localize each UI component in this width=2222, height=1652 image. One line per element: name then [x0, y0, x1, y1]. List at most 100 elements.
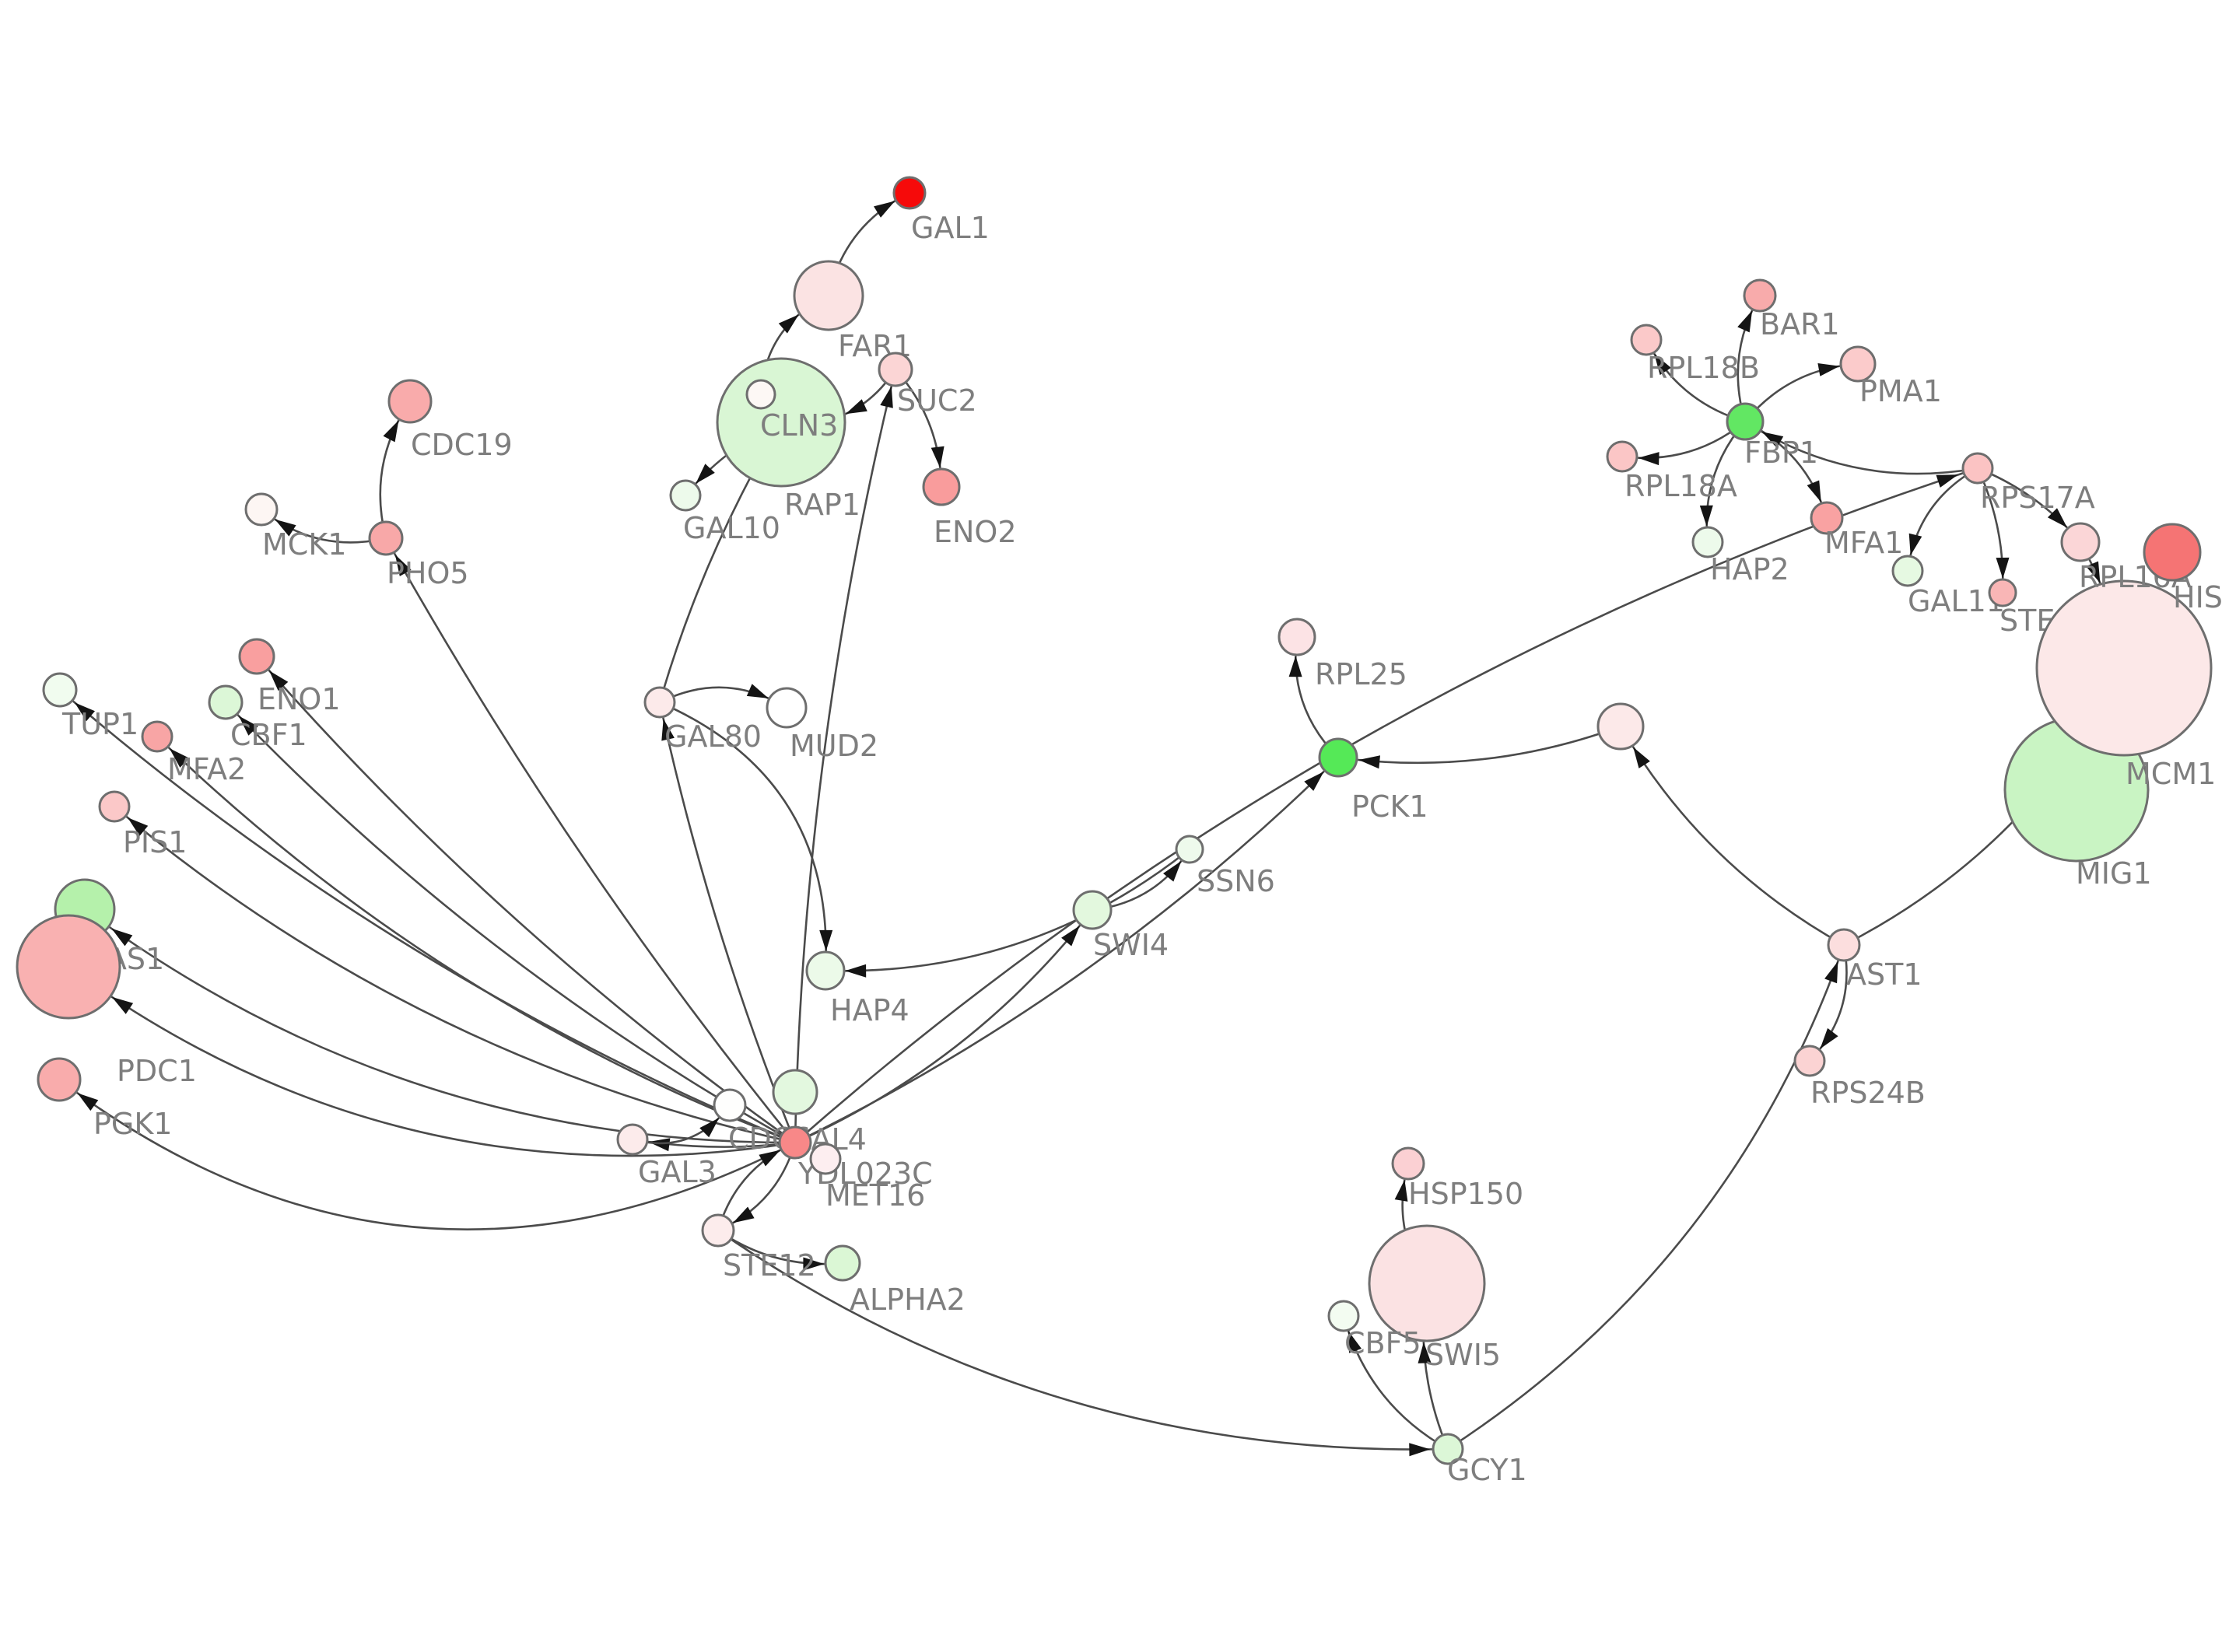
arrowhead-fbp1-pma1 — [1817, 363, 1840, 376]
label-swi5: SWI5 — [1425, 1338, 1501, 1372]
arrowhead-ydl023c-swi4 — [1061, 926, 1080, 947]
edge-ydl023c-ras1[interactable] — [84, 908, 796, 1144]
label-swi4: SWI4 — [1093, 928, 1169, 962]
arrowhead-ydl023c-tup1 — [74, 702, 95, 722]
edge-ydl023c-pgk1[interactable] — [58, 1078, 796, 1230]
label-pma1: PMA1 — [1859, 374, 1942, 408]
node-ast1[interactable] — [1827, 928, 1861, 962]
label-suc2: SUC2 — [897, 383, 977, 418]
edge-ydl023c-mfa2[interactable] — [156, 736, 796, 1144]
edge-gcy1-ast1[interactable] — [1447, 944, 1845, 1451]
edge-ydl023c-pho5[interactable] — [384, 537, 797, 1143]
node-alpha2[interactable] — [824, 1244, 861, 1282]
edge-ydl023c-pck1[interactable] — [794, 757, 1339, 1144]
arrowhead-pho5-cdc19 — [383, 420, 399, 443]
node-his4[interactable] — [2143, 523, 2202, 582]
arrowhead-ydl023c-pho5 — [394, 555, 412, 576]
edge-gal80-hap4[interactable] — [659, 701, 827, 971]
arrowhead-ydl023c-pdc1 — [111, 996, 134, 1014]
label-eno1: ENO1 — [258, 682, 341, 716]
node-mfa2[interactable] — [141, 720, 173, 753]
arrowhead-fbp1-mfa1 — [1807, 480, 1821, 502]
node-eno1[interactable] — [238, 638, 275, 675]
arrowhead-gal80-hap4 — [819, 929, 833, 951]
node-rps24b[interactable] — [1793, 1045, 1826, 1077]
node-unnamed[interactable] — [1596, 702, 1645, 751]
node-ssn6[interactable] — [1175, 835, 1204, 864]
node-cdc19[interactable] — [387, 379, 433, 424]
label-mig1: MIG1 — [2076, 856, 2152, 891]
edge-ydl023c-suc2[interactable] — [794, 369, 897, 1143]
node-swi5[interactable] — [1368, 1224, 1486, 1342]
node-bar1[interactable] — [1743, 278, 1777, 313]
node-pgk1[interactable] — [37, 1057, 82, 1102]
arrowhead-rap1-gal10 — [696, 464, 715, 484]
node-eno2[interactable] — [922, 467, 961, 506]
node-ste2[interactable] — [1988, 578, 2017, 607]
node-rps17a[interactable] — [1961, 452, 1994, 485]
node-met16[interactable] — [809, 1143, 842, 1175]
node-hap4[interactable] — [805, 950, 846, 991]
edge-ydl023c-pis1[interactable] — [114, 806, 796, 1144]
arrowhead-ydl023c-ras1 — [111, 928, 133, 947]
node-hsp150[interactable] — [1391, 1146, 1425, 1181]
node-gcy1[interactable] — [1432, 1433, 1464, 1465]
node-ste12[interactable] — [701, 1213, 735, 1248]
arrowhead-gal3-cdc6 — [699, 1118, 720, 1138]
edge-ste12-gcy1[interactable] — [717, 1229, 1449, 1451]
arrowhead-gcy1-ast1 — [1824, 961, 1838, 984]
node-fbp1[interactable] — [1726, 402, 1765, 441]
node-pho5[interactable] — [368, 520, 404, 556]
edge-ydl023c-eno1[interactable] — [256, 656, 796, 1144]
node-tup1[interactable] — [42, 672, 78, 708]
edge-ydl023c-cbf1[interactable] — [225, 702, 796, 1144]
node-rpl16a[interactable] — [2060, 522, 2101, 562]
node-cdc6[interactable] — [713, 1088, 747, 1122]
node-pma1[interactable] — [1839, 345, 1877, 383]
edge-unnamed-pck1[interactable] — [1337, 725, 1621, 765]
arrowhead-ast1-rps24b — [1820, 1027, 1838, 1049]
node-gal11[interactable] — [1891, 555, 1924, 587]
node-gal80[interactable] — [643, 686, 676, 719]
edge-ast1-unnamed[interactable] — [1619, 726, 1845, 947]
node-ydl023c[interactable] — [778, 1125, 812, 1160]
node-mcm1[interactable] — [2035, 579, 2213, 757]
arrowhead-rps17a-gal11 — [1908, 533, 1922, 555]
node-mck1[interactable] — [244, 492, 279, 527]
label-mck1: MCK1 — [262, 527, 346, 562]
edge-fbp1-rpl18a[interactable] — [1621, 420, 1746, 460]
node-cbf5[interactable] — [1327, 1300, 1360, 1332]
node-gal4[interactable] — [772, 1069, 818, 1115]
node-swi4[interactable] — [1072, 890, 1113, 930]
node-mfa1[interactable] — [1810, 501, 1844, 535]
edge-ydl023c-tup1[interactable] — [59, 689, 796, 1144]
node-far1[interactable] — [793, 260, 864, 331]
node-pis1[interactable] — [98, 790, 131, 823]
node-gal3[interactable] — [616, 1123, 649, 1156]
arrowhead-ste12-gcy1 — [1409, 1443, 1431, 1457]
node-cbf1[interactable] — [208, 684, 244, 720]
node-mud2[interactable] — [766, 687, 808, 729]
node-rpl18b[interactable] — [1630, 324, 1663, 356]
edge-ast1-rps24b[interactable] — [1809, 944, 1848, 1062]
label-mud2: MUD2 — [790, 729, 878, 763]
label-rap1: RAP1 — [784, 488, 860, 522]
node-hap2[interactable] — [1691, 526, 1724, 558]
edge-ydl023c-pdc1[interactable] — [68, 965, 796, 1157]
arrowhead-fbp1-hap2 — [1699, 505, 1713, 527]
arrowhead-ydl023c-eno1 — [269, 670, 289, 691]
node-gal1[interactable] — [892, 176, 927, 210]
node-cln3[interactable] — [745, 379, 776, 410]
edge-ydl023c-gal80[interactable] — [658, 702, 797, 1143]
node-pck1[interactable] — [1318, 737, 1358, 778]
node-rpl25[interactable] — [1277, 618, 1316, 656]
edge-ssn6-hap4[interactable] — [825, 848, 1190, 972]
arrowhead-ssn6-hap4 — [845, 964, 867, 978]
node-pdc1[interactable] — [16, 914, 121, 1020]
node-gal10[interactable] — [669, 479, 702, 512]
label-fbp1: FBP1 — [1744, 436, 1818, 470]
arrowhead-ydl023c-ste12 — [733, 1206, 755, 1223]
node-suc2[interactable] — [878, 352, 913, 387]
node-rpl18a[interactable] — [1606, 440, 1638, 473]
